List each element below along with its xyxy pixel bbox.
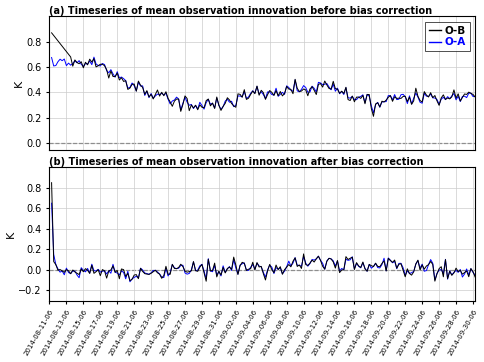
Y-axis label: K: K bbox=[14, 79, 24, 87]
Text: (a) Timeseries of mean observation innovation before bias correction: (a) Timeseries of mean observation innov… bbox=[49, 5, 433, 16]
Y-axis label: K: K bbox=[5, 230, 15, 237]
Legend: O-B, O-A: O-B, O-A bbox=[424, 22, 470, 51]
Text: (b) Timeseries of mean observation innovation after bias correction: (b) Timeseries of mean observation innov… bbox=[49, 156, 424, 167]
